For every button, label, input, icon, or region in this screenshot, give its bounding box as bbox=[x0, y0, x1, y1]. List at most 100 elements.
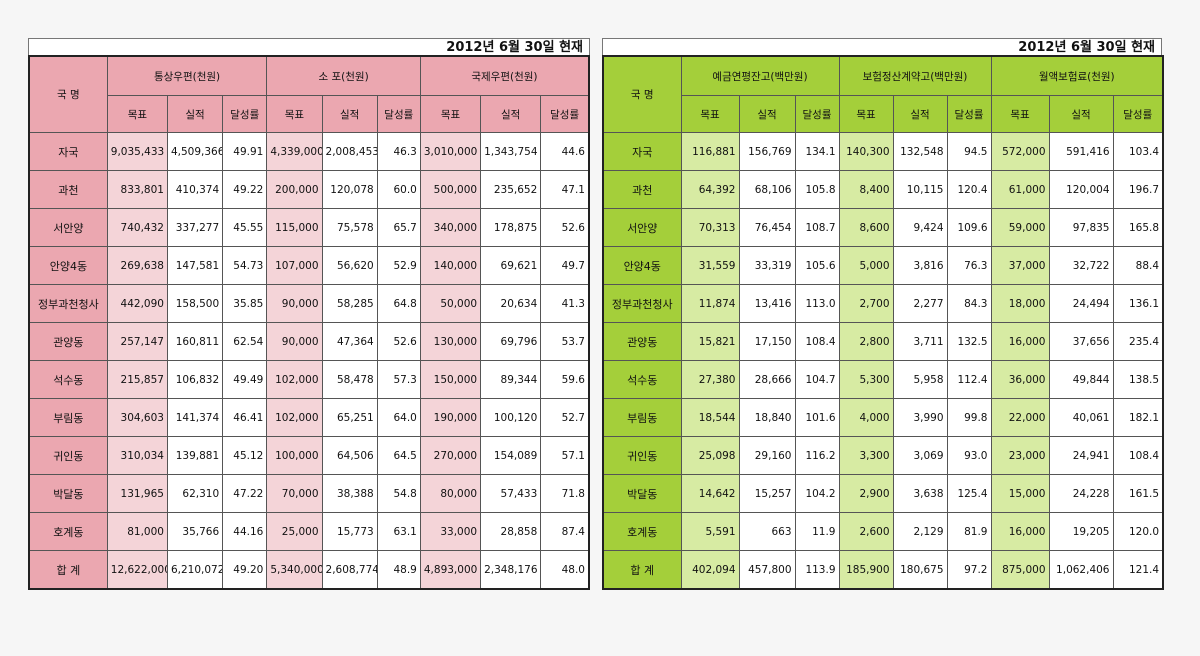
value-cell: 833,801 bbox=[106, 170, 168, 209]
value-cell: 47,364 bbox=[321, 322, 378, 361]
table-row: 귀인동 25,098 29,160 116.2 3,300 3,069 93.0 23,000… bbox=[602, 436, 1164, 475]
office-name: 석수동 bbox=[602, 360, 682, 399]
office-name: 정부과천청사 bbox=[28, 284, 108, 323]
value-cell: 97.2 bbox=[946, 550, 992, 590]
value-cell: 4,339,000 bbox=[266, 132, 323, 171]
value-cell: 63.1 bbox=[376, 512, 421, 551]
value-cell: 2,129 bbox=[892, 512, 948, 551]
value-cell: 16,000 bbox=[990, 322, 1050, 361]
value-cell: 120.0 bbox=[1112, 512, 1164, 551]
value-cell: 58,285 bbox=[321, 284, 378, 323]
value-cell: 49.22 bbox=[222, 170, 268, 209]
table-row: 관양동 257,147 160,811 62.54 90,000 47,364 52.6 13… bbox=[28, 322, 590, 361]
value-cell: 24,494 bbox=[1048, 284, 1114, 323]
value-cell: 27,380 bbox=[680, 360, 740, 399]
value-cell: 4,893,000 bbox=[419, 550, 482, 590]
value-cell: 49.91 bbox=[222, 132, 268, 171]
value-cell: 13,416 bbox=[738, 284, 796, 323]
table-row: 호계동 81,000 35,766 44.16 25,000 15,773 63.1 33,0… bbox=[28, 512, 590, 551]
value-cell: 76,454 bbox=[738, 208, 796, 247]
value-cell: 130,000 bbox=[419, 322, 482, 361]
table-row: 서안양 70,313 76,454 108.7 8,600 9,424 109.6 59,00… bbox=[602, 208, 1164, 247]
group-header: 통상우편(천원) bbox=[106, 55, 268, 96]
value-cell: 44.6 bbox=[540, 132, 590, 171]
value-cell: 113.9 bbox=[794, 550, 840, 590]
value-cell: 235.4 bbox=[1112, 322, 1164, 361]
value-cell: 94.5 bbox=[946, 132, 992, 171]
value-cell: 81,000 bbox=[106, 512, 168, 551]
value-cell: 161.5 bbox=[1112, 474, 1164, 513]
value-cell: 139,881 bbox=[166, 436, 224, 475]
value-cell: 2,348,176 bbox=[480, 550, 542, 590]
subheader-cell: 목표 bbox=[266, 95, 323, 133]
value-cell: 70,000 bbox=[266, 474, 323, 513]
table-row: 박달동 14,642 15,257 104.2 2,900 3,638 125.4 15,00… bbox=[602, 474, 1164, 513]
value-cell: 80,000 bbox=[419, 474, 482, 513]
table-row: 관양동 15,821 17,150 108.4 2,800 3,711 132.5 16,00… bbox=[602, 322, 1164, 361]
value-cell: 269,638 bbox=[106, 246, 168, 285]
value-cell: 1,343,754 bbox=[480, 132, 542, 171]
value-cell: 31,559 bbox=[680, 246, 740, 285]
value-cell: 18,840 bbox=[738, 398, 796, 437]
value-cell: 33,000 bbox=[419, 512, 482, 551]
office-name: 귀인동 bbox=[28, 436, 108, 475]
value-cell: 65,251 bbox=[321, 398, 378, 437]
value-cell: 15,000 bbox=[990, 474, 1050, 513]
value-cell: 572,000 bbox=[990, 132, 1050, 171]
office-name: 관양동 bbox=[28, 322, 108, 361]
value-cell: 102,000 bbox=[266, 398, 323, 437]
subheader-cell: 목표 bbox=[106, 95, 168, 133]
value-cell: 64,506 bbox=[321, 436, 378, 475]
value-cell: 15,257 bbox=[738, 474, 796, 513]
table-row: 합 계 12,622,000 6,210,072 49.20 5,340,000 2,60… bbox=[28, 550, 590, 590]
value-cell: 116.2 bbox=[794, 436, 840, 475]
table-row: 합 계 402,094 457,800 113.9 185,900 180,675 97.2… bbox=[602, 550, 1164, 590]
value-cell: 25,000 bbox=[266, 512, 323, 551]
subheader-cell: 달성률 bbox=[1112, 95, 1164, 133]
value-cell: 59,000 bbox=[990, 208, 1050, 247]
finance-performance-table: 국 명 예금연평잔고(백만원) 보험정산계약고(백만원) 월액보험료(천원) 목표 실적 달… bbox=[602, 55, 1165, 590]
table-row: 서안양 740,432 337,277 45.55 115,000 75,578 65.7 3… bbox=[28, 208, 590, 247]
value-cell: 107,000 bbox=[266, 246, 323, 285]
table-row: 박달동 131,965 62,310 47.22 70,000 38,388 54.8 80,… bbox=[28, 474, 590, 513]
table-row: 부림동 304,603 141,374 46.41 102,000 65,251 64.0 1… bbox=[28, 398, 590, 437]
value-cell: 2,608,774 bbox=[321, 550, 378, 590]
office-name: 합 계 bbox=[28, 550, 108, 590]
value-cell: 75,578 bbox=[321, 208, 378, 247]
value-cell: 97,835 bbox=[1048, 208, 1114, 247]
value-cell: 4,509,366 bbox=[166, 132, 224, 171]
value-cell: 24,228 bbox=[1048, 474, 1114, 513]
value-cell: 304,603 bbox=[106, 398, 168, 437]
value-cell: 108.4 bbox=[1112, 436, 1164, 475]
value-cell: 103.4 bbox=[1112, 132, 1164, 171]
office-name: 호계동 bbox=[602, 512, 682, 551]
value-cell: 2,700 bbox=[838, 284, 894, 323]
value-cell: 61,000 bbox=[990, 170, 1050, 209]
value-cell: 84.3 bbox=[946, 284, 992, 323]
table-row: 자국 9,035,433 4,509,366 49.91 4,339,000 2,008,… bbox=[28, 132, 590, 171]
value-cell: 36,000 bbox=[990, 360, 1050, 399]
value-cell: 8,600 bbox=[838, 208, 894, 247]
value-cell: 49.20 bbox=[222, 550, 268, 590]
subheader-cell: 실적 bbox=[738, 95, 796, 133]
value-cell: 17,150 bbox=[738, 322, 796, 361]
table-row: 귀인동 310,034 139,881 45.12 100,000 64,506 64.5 2… bbox=[28, 436, 590, 475]
value-cell: 48.0 bbox=[540, 550, 590, 590]
value-cell: 54.73 bbox=[222, 246, 268, 285]
value-cell: 8,400 bbox=[838, 170, 894, 209]
value-cell: 37,000 bbox=[990, 246, 1050, 285]
office-name: 안양4동 bbox=[602, 246, 682, 285]
value-cell: 18,544 bbox=[680, 398, 740, 437]
table-row: 석수동 27,380 28,666 104.7 5,300 5,958 112.4 36,00… bbox=[602, 360, 1164, 399]
value-cell: 104.2 bbox=[794, 474, 840, 513]
value-cell: 89,344 bbox=[480, 360, 542, 399]
value-cell: 337,277 bbox=[166, 208, 224, 247]
value-cell: 12,622,000 bbox=[106, 550, 168, 590]
group-header: 국제우편(천원) bbox=[419, 55, 590, 96]
value-cell: 87.4 bbox=[540, 512, 590, 551]
date-label: 2012년 6월 30일 현재 bbox=[28, 38, 590, 55]
value-cell: 47.22 bbox=[222, 474, 268, 513]
value-cell: 46.3 bbox=[376, 132, 421, 171]
value-cell: 57.1 bbox=[540, 436, 590, 475]
subheader-cell: 달성률 bbox=[540, 95, 590, 133]
